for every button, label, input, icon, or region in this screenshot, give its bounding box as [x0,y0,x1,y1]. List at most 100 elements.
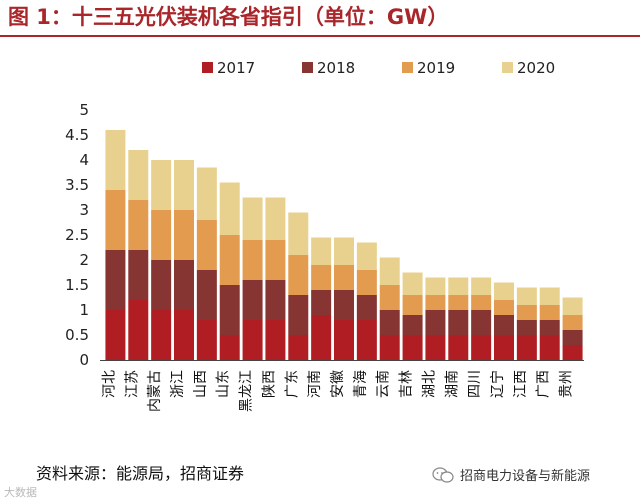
bar-2020 [265,197,286,240]
y-tick-label: 0.5 [65,326,89,344]
bar-2020 [494,282,514,300]
bar-2017 [562,345,583,360]
y-tick-label: 1.5 [65,276,89,294]
chart-title: 图 1：十三五光伏装机各省指引（单位：GW） [8,5,449,29]
bar-2019 [448,295,469,310]
y-tick-label: 0 [79,351,89,369]
bar-2019 [174,210,194,260]
bar-2019 [334,265,354,290]
y-tick-label: 2.5 [65,226,89,244]
bar-2017 [265,320,286,360]
bar-2017 [471,335,492,360]
bar-2019 [562,315,583,330]
bar-2020 [311,237,332,265]
legend-swatch-2018 [302,62,313,73]
bar-2019 [265,240,286,280]
bar-2018 [402,315,423,335]
bar-2019 [311,265,332,290]
legend-label-2017: 2017 [217,59,255,77]
x-tick-label: 河北 [101,370,117,398]
bar-2019 [379,285,400,310]
x-tick-label: 山西 [193,370,209,398]
bar-2017 [128,300,149,360]
bar-2017 [334,320,354,360]
bar-2020 [448,277,469,295]
bar-2019 [128,200,149,250]
bar-2018 [242,280,263,320]
bar-2018 [494,315,514,335]
bar-2017 [539,335,560,360]
bar-2018 [219,285,240,335]
bar-2018 [311,290,332,315]
bar-2019 [151,210,172,260]
bar-2020 [128,150,149,200]
bar-2018 [151,260,172,310]
bar-2019 [288,255,309,295]
y-tick-label: 5 [79,101,89,119]
x-tick-label: 内蒙古 [147,370,163,412]
chart-bars [105,130,583,360]
bar-2017 [196,320,217,360]
x-tick-label: 湖南 [444,370,460,398]
x-tick-label: 云南 [376,370,392,398]
bar-2017 [516,335,537,360]
bar-2017 [356,320,377,360]
legend-label-2018: 2018 [317,59,355,77]
bar-2018 [105,250,126,310]
bar-2017 [219,335,240,360]
bar-2018 [196,270,217,320]
bar-2017 [448,335,469,360]
legend-label-2020: 2020 [517,59,555,77]
bar-2018 [288,295,309,335]
x-tick-label: 黑龙江 [239,370,255,412]
bar-2020 [219,182,240,235]
bar-2018 [471,310,492,335]
x-tick-label: 湖北 [421,370,437,398]
bar-2020 [151,160,172,210]
bar-2017 [288,335,309,360]
bar-2018 [265,280,286,320]
bar-2019 [494,300,514,315]
bar-2020 [334,237,354,265]
bar-2018 [174,260,194,310]
watermark-text: 招商电力设备与新能源 [460,469,591,484]
bar-2019 [242,240,263,280]
bar-2017 [379,335,400,360]
bar-2018 [128,250,149,300]
bar-2017 [105,310,126,360]
bar-2020 [105,130,126,190]
bar-2020 [356,242,377,270]
bar-2019 [402,295,423,315]
bar-2017 [311,315,332,360]
bar-2020 [425,277,446,295]
wechat-icon [432,466,454,483]
x-tick-label: 安徽 [330,370,346,398]
bar-2017 [174,310,194,360]
watermark: 招商电力设备与新能源 [432,465,590,484]
bar-2020 [471,277,492,295]
bar-2017 [425,335,446,360]
x-tick-label: 广西 [536,370,552,398]
bar-2020 [196,167,217,220]
x-tick-label: 江苏 [124,370,140,398]
bar-2019 [196,220,217,270]
bar-2019 [356,270,377,295]
y-tick-label: 1 [79,301,89,319]
y-tick-label: 4 [79,151,89,169]
stacked-bar-chart: 2017 2018 2019 2020 0 0.5 1 1.5 2 2.5 3 3.5 4 4.5 5 河北… [65,59,584,412]
source-note: 资料来源：能源局，招商证券 [36,464,245,483]
y-tick-label: 2 [79,251,89,269]
legend-swatch-2017 [202,62,213,73]
bar-2017 [402,335,423,360]
y-tick-label: 3 [79,201,89,219]
bar-2020 [539,287,560,305]
bar-2018 [448,310,469,335]
bar-2019 [471,295,492,310]
bar-2019 [425,295,446,310]
bar-2018 [334,290,354,320]
bar-2018 [539,320,560,335]
y-tick-label: 4.5 [65,126,89,144]
title-divider [0,35,640,37]
x-tick-label: 河南 [307,370,323,398]
x-tick-label: 青海 [353,370,369,398]
